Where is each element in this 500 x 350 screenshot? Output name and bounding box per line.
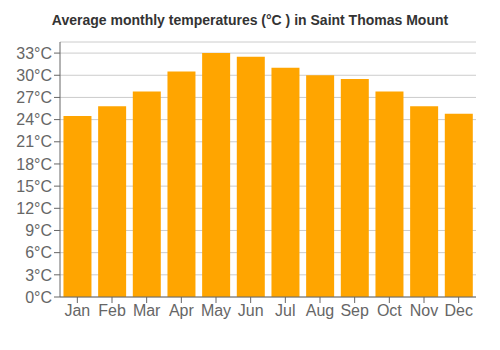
svg-text:12°C: 12°C [16,200,52,217]
svg-text:Feb: Feb [98,302,126,319]
svg-text:0°C: 0°C [25,289,52,306]
svg-text:Jan: Jan [64,302,90,319]
svg-text:21°C: 21°C [16,133,52,150]
svg-text:Mar: Mar [133,302,161,319]
svg-text:6°C: 6°C [25,244,52,261]
html-text:Average monthly temperatures (: Average monthly temperatures (°C ) in Sa… [51,12,449,28]
svg-text:May: May [201,302,231,319]
svg-text:Apr: Apr [169,302,195,319]
svg-text:Nov: Nov [410,302,438,319]
svg-text:Jun: Jun [238,302,264,319]
svg-text:18°C: 18°C [16,156,52,173]
svg-text:33°C: 33°C [16,45,52,62]
svg-text:Dec: Dec [444,302,472,319]
svg-text:3°C: 3°C [25,267,52,284]
svg-text:Jul: Jul [275,302,295,319]
svg-text:Sep: Sep [340,302,369,319]
svg-text:30°C: 30°C [16,67,52,84]
svg-text:9°C: 9°C [25,222,52,239]
svg-text:15°C: 15°C [16,178,52,195]
svg-text:27°C: 27°C [16,89,52,106]
svg-text:24°C: 24°C [16,111,52,128]
svg-text:Aug: Aug [306,302,334,319]
svg-text:Oct: Oct [377,302,402,319]
